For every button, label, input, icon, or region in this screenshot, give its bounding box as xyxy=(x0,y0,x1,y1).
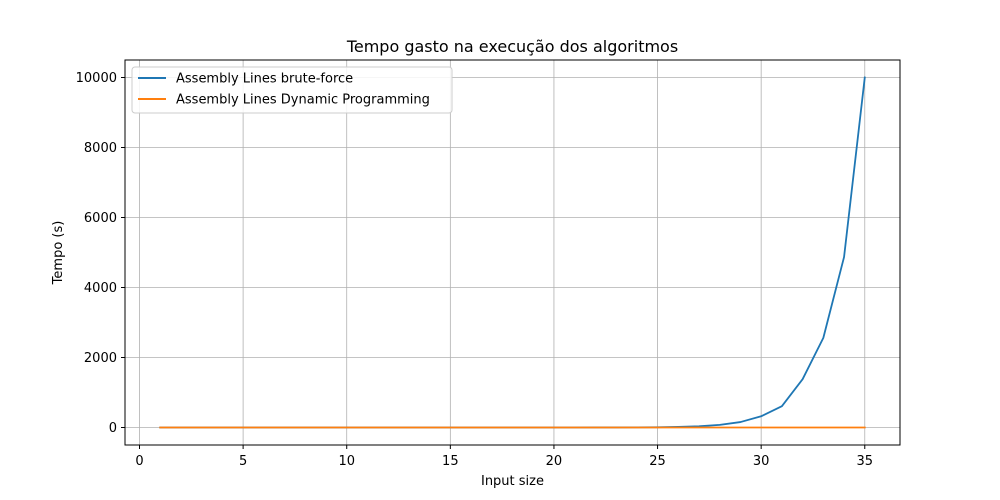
legend-label-dynamic-programming: Assembly Lines Dynamic Programming xyxy=(176,93,430,108)
series-layer xyxy=(159,76,866,429)
y-tick-label: 0 xyxy=(109,421,117,436)
y-tick-label: 2000 xyxy=(84,351,117,366)
y-tick-label: 4000 xyxy=(84,281,117,296)
y-tick-label: 6000 xyxy=(84,211,117,226)
legend: Assembly Lines brute-force Assembly Line… xyxy=(131,66,453,114)
series-line-brute-force xyxy=(159,76,866,429)
x-tick-label: 15 xyxy=(442,454,459,469)
x-tick-label: 35 xyxy=(856,454,873,469)
x-tick-label: 5 xyxy=(239,454,247,469)
x-tick-label: 25 xyxy=(649,454,666,469)
x-tick-label: 30 xyxy=(753,454,770,469)
chart-title: Tempo gasto na execução dos algoritmos xyxy=(346,37,678,56)
grid-layer xyxy=(125,60,900,445)
x-tick-label: 0 xyxy=(135,454,143,469)
legend-label-brute-force: Assembly Lines brute-force xyxy=(176,72,353,87)
y-axis-label: Tempo (s) xyxy=(51,221,66,286)
y-tick-label: 8000 xyxy=(84,141,117,156)
y-tick-label: 10000 xyxy=(76,71,117,86)
legend-box xyxy=(131,66,453,114)
axes-frame xyxy=(124,59,901,446)
x-tick-label: 10 xyxy=(338,454,355,469)
x-tick-label: 20 xyxy=(546,454,563,469)
x-axis-label: Input size xyxy=(481,474,544,489)
ticks-layer: 0 5 10 15 20 25 30 35 0 2000 4000 6000 8000 10000 xyxy=(76,71,873,469)
